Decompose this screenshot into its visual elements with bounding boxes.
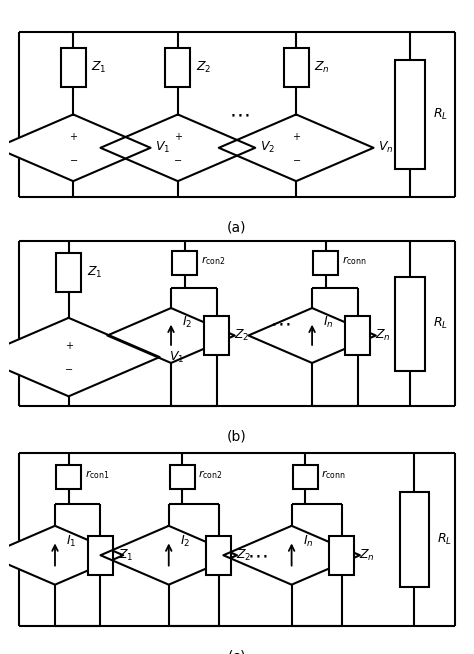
Text: $V_1$: $V_1$ <box>155 140 170 156</box>
Bar <box>293 465 318 489</box>
Polygon shape <box>0 318 160 396</box>
Polygon shape <box>223 526 360 585</box>
Bar <box>88 536 113 575</box>
Text: (c): (c) <box>228 649 246 654</box>
Polygon shape <box>100 526 237 585</box>
Text: (a): (a) <box>227 220 247 234</box>
Bar <box>56 465 81 489</box>
Text: $r_{\mathrm{conn}}$: $r_{\mathrm{conn}}$ <box>342 254 366 267</box>
Polygon shape <box>219 114 374 181</box>
Text: $Z_2$: $Z_2$ <box>196 60 211 75</box>
Text: $-$: $-$ <box>69 154 78 164</box>
Bar <box>172 251 197 275</box>
Text: $R_L$: $R_L$ <box>433 316 448 332</box>
Text: $Z_n$: $Z_n$ <box>375 328 391 343</box>
Polygon shape <box>107 308 235 363</box>
Bar <box>345 316 370 355</box>
Text: $Z_1$: $Z_1$ <box>91 60 107 75</box>
Text: $V_2$: $V_2$ <box>260 140 275 156</box>
Bar <box>206 536 231 575</box>
Text: $Z_n$: $Z_n$ <box>359 547 375 563</box>
Text: +: + <box>174 132 182 142</box>
Bar <box>204 316 229 355</box>
Bar <box>313 251 338 275</box>
Bar <box>61 48 86 87</box>
Bar <box>170 465 195 489</box>
Polygon shape <box>248 308 376 363</box>
Bar <box>395 277 425 371</box>
Text: $Z_1$: $Z_1$ <box>87 265 102 281</box>
Polygon shape <box>0 114 151 181</box>
Text: $r_{\mathrm{conn}}$: $r_{\mathrm{conn}}$ <box>321 468 346 481</box>
Text: $r_{\mathrm{con1}}$: $r_{\mathrm{con1}}$ <box>84 468 109 481</box>
Text: (b): (b) <box>227 430 247 443</box>
Bar <box>400 492 429 587</box>
Text: $I_n$: $I_n$ <box>323 315 334 330</box>
Text: $-$: $-$ <box>173 154 182 164</box>
Bar <box>165 48 191 87</box>
Text: $Z_2$: $Z_2$ <box>234 328 249 343</box>
Text: $\cdots$: $\cdots$ <box>247 545 268 565</box>
Text: $V_n$: $V_n$ <box>378 140 393 156</box>
Text: $\cdots$: $\cdots$ <box>229 105 249 124</box>
Text: $-$: $-$ <box>64 363 73 373</box>
Text: $V_1$: $V_1$ <box>169 349 184 365</box>
Text: $I_1$: $I_1$ <box>66 534 77 549</box>
Text: $R_L$: $R_L$ <box>433 107 448 122</box>
Text: $-$: $-$ <box>292 154 301 164</box>
Bar <box>395 60 425 169</box>
Text: $Z_1$: $Z_1$ <box>118 547 133 563</box>
Text: +: + <box>292 132 300 142</box>
Bar <box>56 253 81 292</box>
Text: $\cdots$: $\cdots$ <box>270 314 291 334</box>
Text: $R_L$: $R_L$ <box>437 532 452 547</box>
Polygon shape <box>0 526 123 585</box>
Text: +: + <box>64 341 73 351</box>
Text: $Z_n$: $Z_n$ <box>314 60 330 75</box>
Polygon shape <box>100 114 255 181</box>
Text: $I_n$: $I_n$ <box>303 534 314 549</box>
Text: $r_{\mathrm{con2}}$: $r_{\mathrm{con2}}$ <box>201 254 225 267</box>
Bar <box>283 48 309 87</box>
Bar <box>329 536 354 575</box>
Text: $r_{\mathrm{con2}}$: $r_{\mathrm{con2}}$ <box>198 468 223 481</box>
Text: +: + <box>69 132 77 142</box>
Text: $I_2$: $I_2$ <box>182 315 193 330</box>
Text: $I_2$: $I_2$ <box>180 534 191 549</box>
Text: $Z_2$: $Z_2$ <box>236 547 252 563</box>
